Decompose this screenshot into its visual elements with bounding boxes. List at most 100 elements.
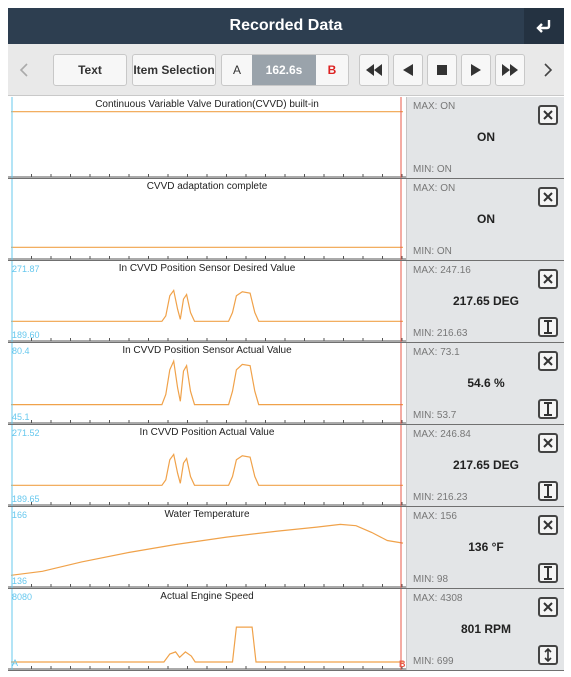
trace-chart — [8, 97, 406, 178]
fast-forward-icon[interactable] — [495, 54, 525, 86]
max-value: MAX: ON — [413, 183, 456, 194]
trace-chart — [8, 507, 406, 588]
close-icon[interactable] — [538, 351, 558, 371]
data-panel-row: CVVD adaptation complete MAX: ON ON MIN: ON — [8, 179, 564, 261]
close-icon[interactable] — [538, 515, 558, 535]
value-info-panel: MAX: 4308 801 RPM MIN: 699 — [406, 589, 564, 670]
i-beam-icon[interactable] — [538, 481, 558, 501]
graph-title: In CVVD Position Sensor Desired Value — [118, 263, 296, 274]
close-icon[interactable] — [538, 433, 558, 453]
stop-icon[interactable] — [427, 54, 457, 86]
play-icon[interactable] — [461, 54, 491, 86]
cursor-time-value: 162.6s — [252, 55, 316, 85]
i-beam-icon[interactable] — [538, 399, 558, 419]
y-max-label: 271.52 — [12, 428, 40, 438]
graph-area[interactable]: In CVVD Position Actual Value 271.52 189.6… — [8, 425, 406, 506]
graph-title: Actual Engine Speed — [160, 591, 254, 602]
min-value: MIN: ON — [413, 164, 452, 175]
cursor-a-label[interactable]: A — [232, 63, 241, 77]
graph-area[interactable]: Water Temperature 166 136 — [8, 507, 406, 588]
chevron-left-icon[interactable] — [12, 54, 36, 86]
max-value: MAX: 4308 — [413, 593, 463, 604]
trace-chart — [8, 425, 406, 506]
graph-area[interactable]: In CVVD Position Sensor Desired Value 271… — [8, 261, 406, 342]
min-value: MIN: ON — [413, 246, 452, 257]
min-value: MIN: 216.63 — [413, 328, 468, 339]
max-value: MAX: ON — [413, 101, 456, 112]
close-icon[interactable] — [538, 597, 558, 617]
min-value: MIN: 216.23 — [413, 492, 468, 503]
max-value: MAX: 246.84 — [413, 429, 471, 440]
value-info-panel: MAX: ON ON MIN: ON — [406, 97, 564, 178]
title-bar: Recorded Data — [8, 8, 564, 44]
value-info-panel: MAX: 247.16 217.65 DEG MIN: 216.63 — [406, 261, 564, 342]
data-panel-row: Continuous Variable Valve Duration(CVVD)… — [8, 97, 564, 179]
signal-trace — [11, 452, 403, 486]
trace-chart — [8, 343, 406, 424]
current-value: 801 RPM — [460, 622, 512, 636]
current-value: 217.65 DEG — [452, 294, 520, 308]
up-down-icon[interactable] — [538, 645, 558, 665]
close-icon[interactable] — [538, 187, 558, 207]
value-info-panel: MAX: 246.84 217.65 DEG MIN: 216.23 — [406, 425, 564, 506]
chevron-right-icon[interactable] — [536, 54, 560, 86]
cursor-b-marker: B — [399, 659, 406, 669]
signal-trace — [10, 523, 404, 576]
y-max-label: 80.4 — [12, 346, 30, 356]
data-panels: Continuous Variable Valve Duration(CVVD)… — [8, 97, 564, 671]
close-icon[interactable] — [538, 269, 558, 289]
text-button[interactable]: Text — [53, 54, 127, 86]
fast-rewind-icon[interactable] — [359, 54, 389, 86]
max-value: MAX: 156 — [413, 511, 457, 522]
max-value: MAX: 247.16 — [413, 265, 471, 276]
value-info-panel: MAX: 73.1 54.6 % MIN: 53.7 — [406, 343, 564, 424]
ab-cursor-group[interactable]: A 162.6s B — [221, 54, 349, 86]
data-panel-row: In CVVD Position Sensor Actual Value 80.4… — [8, 343, 564, 425]
y-min-label: 45.1 — [12, 412, 30, 422]
graph-title: CVVD adaptation complete — [146, 181, 268, 192]
current-value: 54.6 % — [467, 376, 505, 390]
signal-trace — [11, 288, 403, 322]
data-panel-row: In CVVD Position Sensor Desired Value 271… — [8, 261, 564, 343]
y-min-label: A — [12, 658, 19, 668]
i-beam-icon[interactable] — [538, 563, 558, 583]
current-value: ON — [477, 130, 495, 144]
graph-area[interactable]: Actual Engine Speed 8080 A B — [8, 589, 406, 670]
item-selection-button[interactable]: Item Selection — [132, 54, 216, 86]
current-value: ON — [477, 212, 495, 226]
trace-chart — [8, 589, 406, 670]
current-value: 217.65 DEG — [452, 458, 520, 472]
graph-title: In CVVD Position Sensor Actual Value — [122, 345, 292, 356]
graph-area[interactable]: Continuous Variable Valve Duration(CVVD)… — [8, 97, 406, 178]
y-min-label: 189.60 — [12, 330, 40, 340]
y-max-label: 166 — [12, 510, 28, 520]
close-icon[interactable] — [538, 105, 558, 125]
return-arrow-icon[interactable] — [524, 8, 564, 44]
toolbar: Text Item Selection A 162.6s B — [8, 44, 564, 96]
signal-trace — [11, 358, 403, 406]
cursor-b-label[interactable]: B — [327, 63, 337, 77]
data-panel-row: Water Temperature 166 136 MAX: 156 136 °F MIN… — [8, 507, 564, 589]
trace-chart — [8, 261, 406, 342]
y-max-label: 271.87 — [12, 264, 40, 274]
step-back-icon[interactable] — [393, 54, 423, 86]
graph-area[interactable]: CVVD adaptation complete — [8, 179, 406, 260]
y-min-label: 189.65 — [12, 494, 40, 504]
value-info-panel: MAX: ON ON MIN: ON — [406, 179, 564, 260]
trace-chart — [8, 179, 406, 260]
y-min-label: 136 — [12, 576, 28, 586]
signal-trace — [11, 626, 403, 663]
graph-area[interactable]: In CVVD Position Sensor Actual Value 80.4… — [8, 343, 406, 424]
page-title: Recorded Data — [229, 17, 343, 34]
i-beam-icon[interactable] — [538, 317, 558, 337]
max-value: MAX: 73.1 — [413, 347, 460, 358]
graph-title: In CVVD Position Actual Value — [139, 427, 275, 438]
graph-title: Continuous Variable Valve Duration(CVVD)… — [95, 99, 319, 110]
y-max-label: 8080 — [12, 592, 33, 602]
data-panel-row: In CVVD Position Actual Value 271.52 189.6… — [8, 425, 564, 507]
recorded-data-screen: Recorded Data Text Item Selection A 162.… — [8, 8, 564, 671]
min-value: MIN: 699 — [413, 656, 454, 667]
min-value: MIN: 98 — [413, 574, 449, 585]
graph-title: Water Temperature — [164, 509, 250, 520]
value-info-panel: MAX: 156 136 °F MIN: 98 — [406, 507, 564, 588]
